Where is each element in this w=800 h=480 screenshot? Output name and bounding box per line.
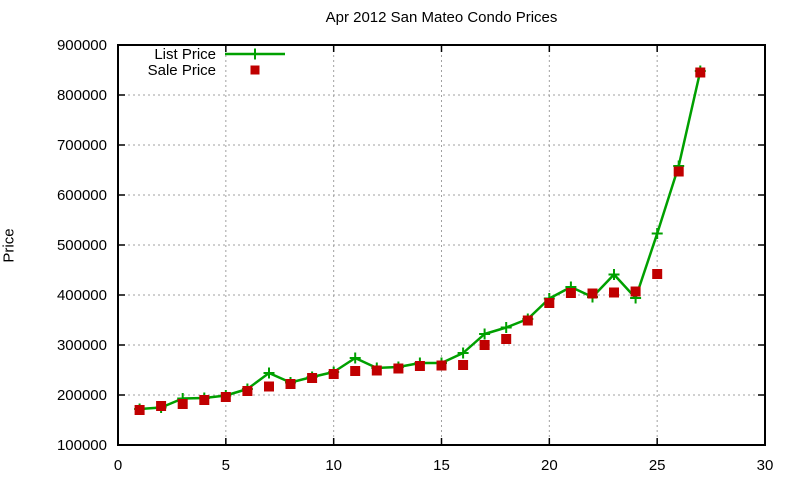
- sale-price-square-sample-icon: [250, 65, 260, 75]
- sale-price-point: [522, 315, 533, 326]
- y-tick-label: 900000: [57, 37, 107, 54]
- sale-price-point: [673, 166, 684, 177]
- y-tick-label: 300000: [57, 337, 107, 354]
- sale-price-point: [501, 334, 512, 344]
- sale-price-point: [414, 361, 425, 371]
- sale-price-point: [630, 286, 641, 297]
- sale-price-point: [220, 392, 231, 402]
- sale-price-point: [609, 287, 619, 298]
- y-tick-label: 800000: [57, 87, 107, 104]
- x-tick-label: 15: [433, 457, 450, 474]
- y-axis-label: Price: [0, 228, 18, 263]
- sale-price-point: [652, 269, 663, 279]
- sale-price-point: [544, 298, 555, 308]
- y-tick-label: 100000: [57, 437, 107, 454]
- legend-label-sale-price: Sale Price: [147, 61, 216, 79]
- x-tick-label: 5: [222, 457, 230, 474]
- sale-price-point: [199, 395, 210, 405]
- y-tick-label: 400000: [57, 287, 107, 304]
- sale-price-point: [458, 360, 469, 370]
- sale-price-point: [695, 67, 706, 78]
- x-tick-label: 25: [649, 457, 666, 474]
- x-tick-label: 0: [114, 457, 122, 474]
- sale-price-point: [587, 288, 598, 299]
- sale-price-point: [156, 401, 167, 411]
- list-price-line-sample-icon: [225, 48, 285, 60]
- sale-price-point: [565, 288, 576, 298]
- sale-price-point: [264, 381, 274, 392]
- y-tick-label: 500000: [57, 237, 107, 254]
- sale-price-point: [436, 360, 447, 371]
- sale-price-point: [177, 399, 188, 409]
- legend: List Price Sale Price: [116, 45, 286, 79]
- sale-price-point: [371, 365, 382, 376]
- y-tick-label: 700000: [57, 137, 107, 154]
- y-tick-label: 600000: [57, 187, 107, 204]
- sale-price-point: [350, 366, 361, 376]
- legend-label-list-price: List Price: [154, 45, 216, 63]
- legend-item-list-price: List Price: [116, 45, 286, 63]
- x-tick-label: 20: [541, 457, 558, 474]
- sale-price-point: [242, 386, 253, 396]
- x-tick-label: 10: [325, 457, 342, 474]
- chart-title: Apr 2012 San Mateo Condo Prices: [325, 9, 558, 26]
- sale-price-point: [479, 340, 490, 350]
- sale-price-point: [134, 405, 145, 415]
- y-tick-label: 200000: [57, 387, 107, 404]
- sale-price-point: [307, 373, 318, 383]
- sale-price-point: [393, 363, 404, 374]
- x-tick-label: 30: [757, 457, 774, 474]
- sale-price-point: [328, 369, 339, 379]
- sale-price-point: [285, 379, 296, 389]
- legend-item-sale-price: Sale Price: [116, 61, 286, 79]
